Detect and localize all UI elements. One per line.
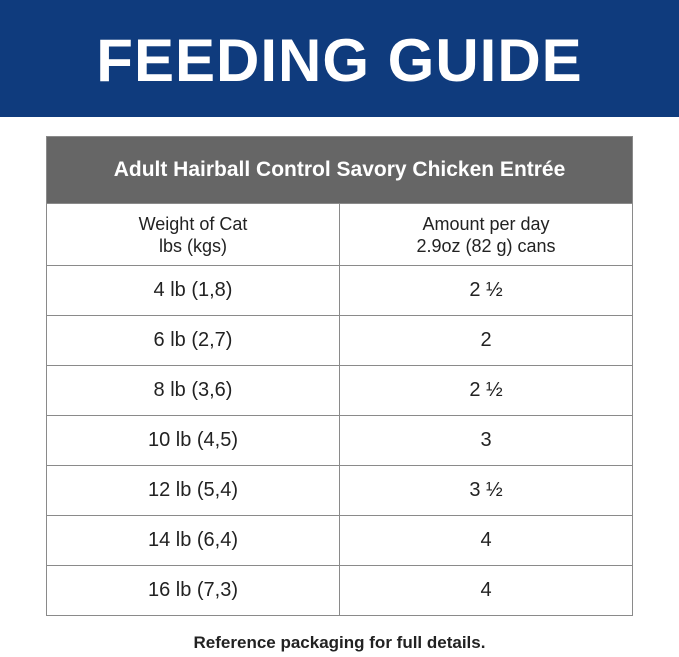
cat-weight: 8 lb (3,6)	[46, 365, 340, 416]
table-row: 16 lb (7,3) 4	[46, 565, 633, 616]
cat-weight: 6 lb (2,7)	[46, 315, 340, 366]
table-row: 12 lb (5,4) 3 ½	[46, 465, 633, 516]
cat-weight: 14 lb (6,4)	[46, 515, 340, 566]
cat-weight: 4 lb (1,8)	[46, 265, 340, 316]
page-title: FEEDING GUIDE	[96, 27, 583, 94]
daily-amount: 2 ½	[339, 265, 633, 316]
column-header-line: Weight of Cat	[138, 213, 248, 234]
cat-weight: 12 lb (5,4)	[46, 465, 340, 516]
column-header: Amount per day 2.9oz (82 g) cans	[339, 203, 633, 266]
daily-amount: 4	[339, 515, 633, 566]
cat-weight: 10 lb (4,5)	[46, 415, 340, 466]
column-header-line: Amount per day	[422, 213, 550, 234]
daily-amount: 2 ½	[339, 365, 633, 416]
product-name: Adult Hairball Control Savory Chicken En…	[46, 136, 633, 204]
cat-weight: 16 lb (7,3)	[46, 565, 340, 616]
daily-amount: 2	[339, 315, 633, 366]
header-banner	[0, 0, 679, 117]
table-row: 10 lb (4,5) 3	[46, 415, 633, 466]
table-row: 4 lb (1,8) 2 ½	[46, 265, 633, 316]
table-row: 6 lb (2,7) 2	[46, 315, 633, 366]
daily-amount: 3	[339, 415, 633, 466]
table-row: 14 lb (6,4) 4	[46, 515, 633, 566]
table-row: 8 lb (3,6) 2 ½	[46, 365, 633, 416]
daily-amount: 4	[339, 565, 633, 616]
daily-amount: 3 ½	[339, 465, 633, 516]
column-header: Weight of Cat lbs (kgs)	[46, 203, 340, 266]
column-header-line: lbs (kgs)	[158, 235, 227, 256]
column-header-line: 2.9oz (82 g) cans	[416, 235, 556, 256]
feeding-table: Adult Hairball Control Savory Chicken En…	[46, 136, 633, 616]
footnote: Reference packaging for full details.	[193, 633, 486, 652]
